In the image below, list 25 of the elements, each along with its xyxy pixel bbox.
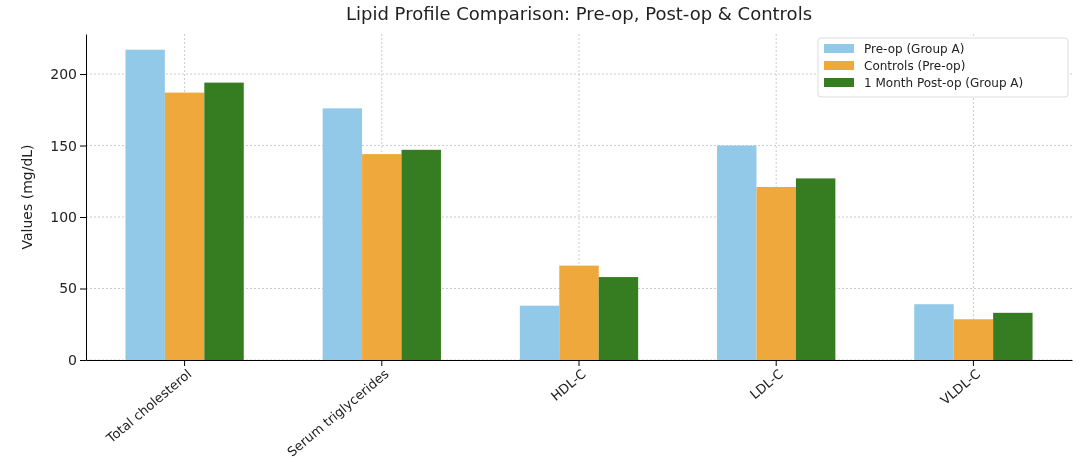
y-tick-label: 100 xyxy=(50,209,77,225)
bar xyxy=(559,265,599,360)
bar xyxy=(519,305,560,360)
y-tick-label: 150 xyxy=(50,137,77,154)
bar xyxy=(914,304,954,360)
bar xyxy=(322,108,363,360)
y-tick-label: 0 xyxy=(68,351,77,368)
bar xyxy=(756,186,796,360)
bar xyxy=(953,319,994,360)
legend-label: Pre-op (Group A) xyxy=(864,42,965,56)
chart-title: Lipid Profile Comparison: Pre-op, Post-op & Controls xyxy=(345,3,813,24)
bar xyxy=(401,149,441,360)
bar xyxy=(164,92,205,360)
bar xyxy=(795,178,836,360)
legend-label: Controls (Pre-op) xyxy=(864,59,966,73)
y-tick-label: 200 xyxy=(50,66,77,83)
bar xyxy=(362,154,402,360)
legend-label: 1 Month Post-op (Group A) xyxy=(864,76,1024,90)
y-axis-title: Values (mg/dL) xyxy=(19,144,35,250)
bar xyxy=(204,82,244,360)
y-tick-label: 50 xyxy=(59,280,77,297)
bar xyxy=(717,145,757,360)
bar xyxy=(598,277,639,360)
bar xyxy=(993,312,1033,360)
bar xyxy=(125,49,165,360)
